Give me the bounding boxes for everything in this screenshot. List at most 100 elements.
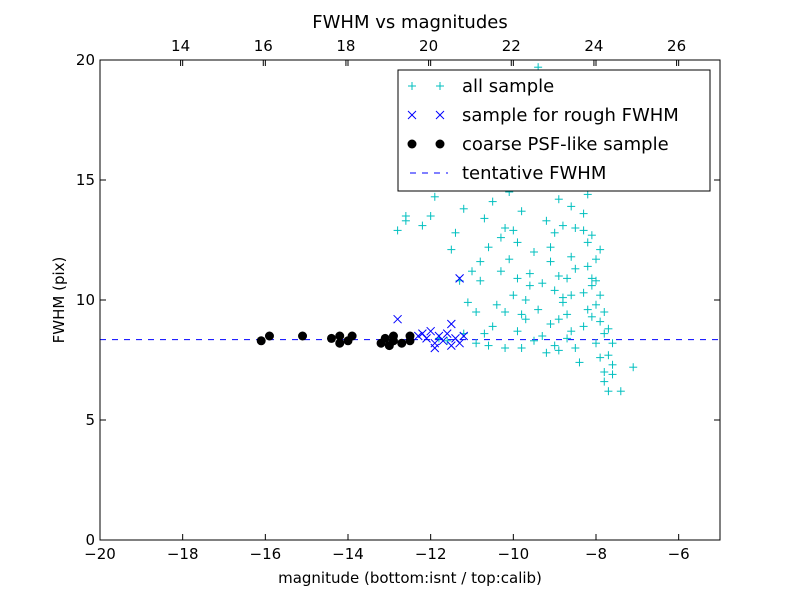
series-0-point-20 (480, 214, 489, 223)
series-0-point-103 (608, 360, 617, 369)
series-0-point-64 (575, 358, 584, 367)
series-0-point-111 (496, 233, 505, 242)
x-tick-label-0: −20 (84, 545, 116, 563)
series-0-point-83 (616, 387, 625, 396)
series-0-point-5 (430, 192, 439, 201)
legend-swatch-0-b (436, 82, 444, 90)
series-0-point-28 (513, 327, 522, 336)
series-0-point-117 (501, 344, 510, 352)
series-0-point-8 (459, 204, 468, 213)
series-1-point-15 (413, 331, 423, 341)
top-tick-label-6: 26 (667, 37, 686, 55)
legend-label-3: tentative FWHM (462, 163, 606, 184)
series-0-point-119 (550, 341, 559, 350)
x-tick-label-6: −8 (585, 545, 607, 563)
series-0-point-18 (496, 267, 505, 276)
series-1-point-7 (442, 329, 452, 338)
legend: all sample sample for rough FWHM coarse PS… (397, 69, 711, 192)
series-0-point-58 (600, 329, 609, 338)
series-1-point-11 (455, 338, 464, 348)
series-1-point-12 (459, 331, 469, 341)
series-0-point-27 (501, 308, 510, 316)
series-0-point-69 (583, 238, 592, 247)
y-axis-label: FWHM (pix) (50, 257, 68, 344)
series-0-point-26 (509, 291, 518, 300)
series-0-point-66 (583, 305, 592, 314)
series-0-point-11 (463, 298, 472, 307)
series-0-point-98 (596, 291, 605, 300)
series-0-point-45 (546, 320, 555, 328)
series-0-point-10 (468, 267, 476, 276)
series-0-point-55 (587, 281, 596, 290)
plot-frame (99, 59, 721, 541)
series-0-point-42 (534, 305, 543, 314)
series-0-point-54 (583, 262, 592, 271)
series-2-point-2 (298, 331, 308, 341)
series-0-point-77 (592, 339, 600, 348)
top-tick-label-0: 14 (171, 37, 190, 55)
series-0-point-59 (554, 272, 563, 280)
series-1-point-2 (422, 334, 431, 343)
series-0-point-44 (542, 348, 551, 357)
series-0-point-68 (592, 255, 600, 264)
series-1-point-8 (446, 341, 456, 350)
legend-entry-3: tentative FWHM (410, 163, 606, 184)
series-0-point-109 (509, 226, 518, 235)
series-2-point-12 (388, 336, 398, 346)
legend-swatch-1-b (435, 110, 445, 120)
series-0-point-62 (567, 327, 576, 336)
series-0-point-96 (587, 312, 596, 321)
series-0-point-112 (476, 257, 485, 266)
series-0-point-15 (484, 341, 493, 350)
series-1 (393, 274, 469, 353)
x-axis-label: magnitude (bottom:isnt / top:calib) (278, 569, 542, 587)
series-0-point-123 (546, 243, 555, 252)
series-0-point-4 (426, 212, 435, 220)
series-0-point-21 (488, 197, 497, 206)
series-0-point-7 (451, 228, 460, 237)
series-0-point-39 (542, 216, 551, 225)
series-0-point-46 (550, 228, 559, 237)
series-0-point-105 (525, 269, 534, 278)
x-tick-label-7: −6 (668, 545, 690, 563)
legend-swatch-2-a (407, 139, 417, 149)
series-0-point-116 (472, 339, 481, 348)
series-0-point-70 (579, 209, 588, 218)
series-1-point-6 (438, 336, 448, 346)
series-0-point-78 (596, 353, 605, 362)
series-0-point-87 (567, 202, 576, 211)
legend-label-2: coarse PSF-like sample (462, 134, 669, 155)
legend-frame (397, 69, 711, 192)
series-0-point-99 (600, 308, 609, 316)
series-2-point-4 (335, 338, 345, 348)
series-0-point-33 (517, 207, 526, 216)
series-0-point-97 (592, 276, 600, 285)
series-0-point-6 (447, 245, 456, 254)
y-tick-label-3: 15 (76, 171, 95, 189)
series-0-point-121 (554, 346, 563, 355)
series-2-point-1 (264, 331, 274, 341)
series-2-point-13 (397, 338, 407, 348)
series-0-point-29 (517, 344, 526, 352)
series-1-point-9 (446, 319, 456, 329)
series-0-point-108 (513, 274, 522, 283)
series-0-point-107 (517, 310, 526, 319)
top-tick-label-1: 16 (254, 37, 273, 55)
top-tick-label-2: 18 (336, 37, 355, 55)
legend-entry-2: coarse PSF-like sample (407, 134, 669, 155)
series-0-point-80 (600, 377, 609, 386)
series-0-point-86 (587, 231, 596, 240)
series-2-point-5 (335, 331, 345, 341)
series-0-point-25 (505, 255, 514, 264)
series-0-point-61 (563, 310, 572, 319)
series-0-point-67 (587, 274, 596, 283)
series-0-point-93 (571, 264, 580, 273)
legend-swatch-2-b (435, 139, 445, 149)
y-tick-label-0: 0 (85, 531, 95, 549)
series-0-point-43 (538, 332, 547, 340)
series-2 (256, 331, 415, 351)
series-0-point-106 (521, 296, 530, 304)
series-0-point-84 (629, 363, 638, 372)
series-0-point-65 (579, 322, 588, 331)
series-0-point-118 (530, 336, 538, 345)
